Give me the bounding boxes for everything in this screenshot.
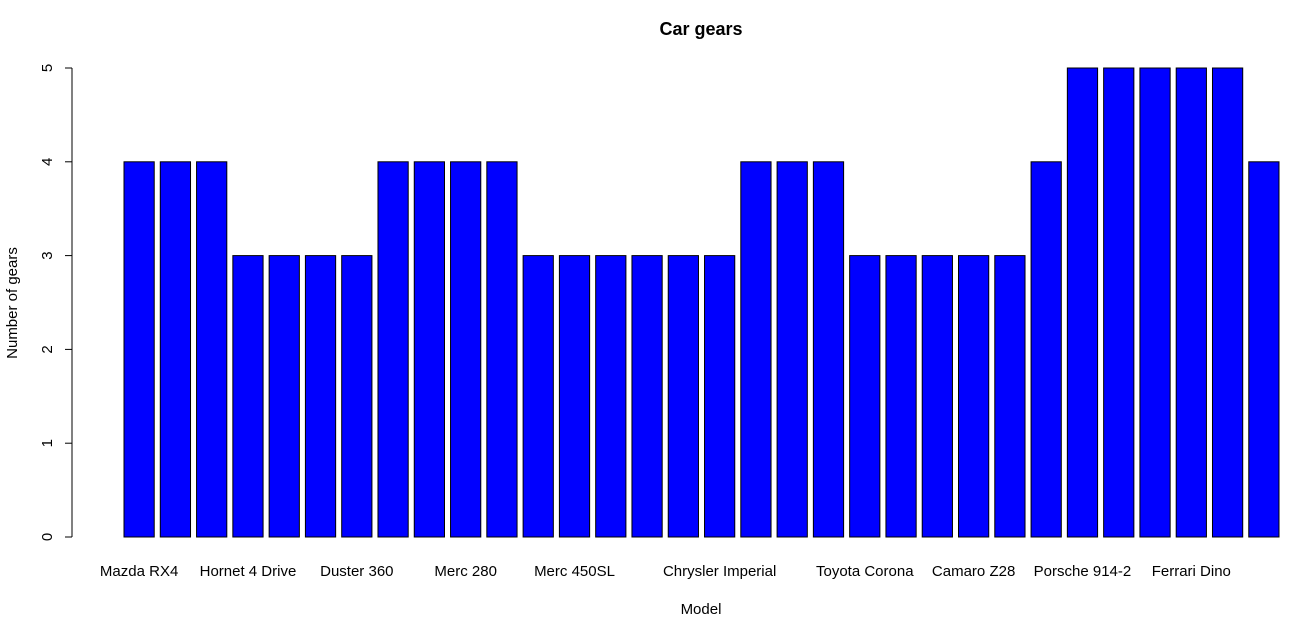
bar [1030,161,1062,538]
bar [486,161,518,538]
bar [921,255,953,538]
bar [377,161,409,538]
y-tick-label: 4 [39,158,56,166]
bar [341,255,373,538]
y-tick-label: 2 [39,345,56,353]
x-tick-label: Merc 280 [434,563,497,580]
bar [1139,67,1171,538]
bar [849,255,881,538]
bar [776,161,808,538]
bar [123,161,155,538]
bar [268,255,300,538]
bar [232,255,264,538]
y-axis-label: Number of gears [4,247,21,359]
bar [522,255,554,538]
x-tick-label: Ferrari Dino [1152,563,1231,580]
bar [558,255,591,538]
x-tick-label: Chrysler Imperial [663,563,776,580]
bar [812,161,845,538]
x-tick-label: Mazda RX4 [100,563,178,580]
y-tick-label: 1 [39,439,56,447]
bar [994,255,1026,538]
bar [450,161,482,538]
bar [740,161,772,538]
bar [1211,67,1244,538]
x-tick-label: Porsche 914-2 [1034,563,1132,580]
bar [958,255,990,538]
bar [595,255,627,538]
x-tick-label: Hornet 4 Drive [200,563,297,580]
x-tick-label: Camaro Z28 [932,563,1015,580]
bar [1248,161,1280,538]
y-tick-label: 0 [39,533,56,541]
bar [196,161,228,538]
bar [304,255,337,538]
bar [631,255,663,538]
x-tick-label: Duster 360 [320,563,393,580]
bar [885,255,917,538]
chart-title: Car gears [659,19,742,39]
bar [159,161,192,538]
bar [413,161,445,538]
y-tick-label: 5 [39,64,56,72]
x-tick-label: Toyota Corona [816,563,914,580]
bar [667,255,699,538]
bar [1103,67,1135,538]
x-tick-label: Merc 450SL [534,563,615,580]
bar [1175,67,1207,538]
y-tick-label: 3 [39,251,56,259]
bar [1066,67,1099,538]
x-axis-label: Model [681,601,722,618]
bar [704,255,736,538]
